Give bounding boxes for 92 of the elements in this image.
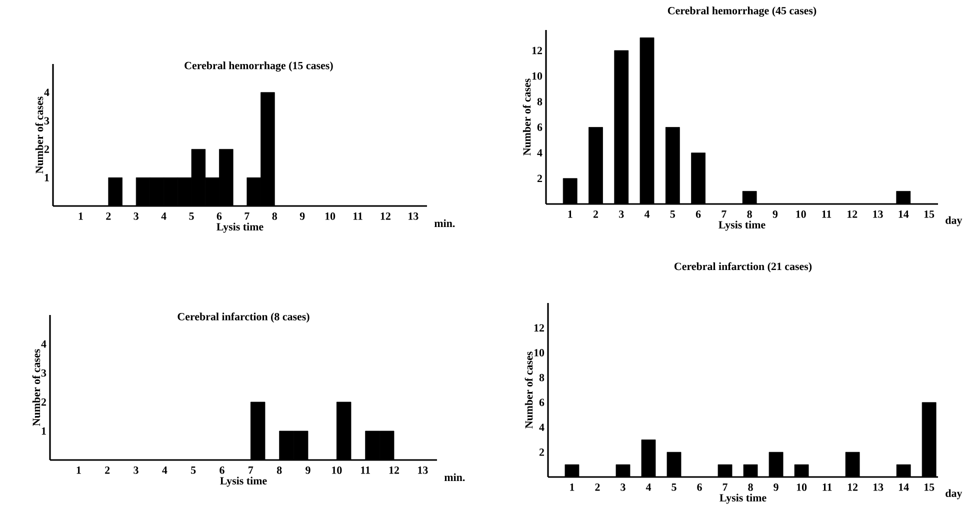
x-tick-label: 13 [408,212,418,220]
y-tick-label: 1 [42,427,46,435]
x-tick-label: 2 [106,212,111,220]
x-tick-label: 9 [306,466,310,474]
text: min. [434,219,455,228]
x-tick-label: 1 [568,210,572,218]
x-tick-label: 15 [924,484,934,491]
x-tick-label: 12 [380,212,390,220]
x-tick-label: 5 [670,210,675,218]
y-tick-label: 8 [537,98,542,106]
x-tick-label: 1 [78,212,83,220]
y-tick-label: 10 [534,349,544,356]
y-tick-label: 4 [44,88,50,96]
chart-title: Cerebral infarction (8 cases) [178,312,310,323]
x-tick-label: 7 [722,484,728,491]
y-axis-title: Number of cases [524,352,533,428]
x-tick-label: 11 [822,484,832,491]
x-axis-title: Lysis time [220,476,267,487]
text: day [946,489,962,500]
x-tick-label: 2 [595,484,600,491]
y-tick-label: 1 [44,174,49,182]
x-tick-label: 2 [593,210,598,218]
y-tick-label: 2 [539,448,544,456]
x-tick-label: 13 [873,210,883,218]
x-tick-label: 4 [644,210,650,218]
x-tick-label: 4 [161,212,166,220]
x-tick-label: 6 [696,210,701,218]
chart-title: Cerebral hemorrhage (15 cases) [184,62,333,72]
x-tick-label: 6 [216,212,222,220]
x-tick-label: 7 [248,466,254,474]
y-tick-label: 3 [41,369,46,377]
x-axis-title: Lysis time [216,222,264,233]
x-tick-label: 6 [697,484,702,491]
y-tick-label: 4 [537,149,542,156]
x-tick-label: 14 [898,210,909,218]
x-tick-label: 13 [873,484,884,491]
x-tick-label: 14 [898,484,909,491]
x-tick-label: 10 [325,212,336,220]
chart-title: Cerebral hemorrhage (45 cases) [668,6,816,17]
x-tick-label: 3 [134,212,138,220]
x-tick-label: 6 [220,466,224,474]
x-tick-label: 12 [848,484,858,491]
x-tick-label: 9 [774,484,778,491]
x-tick-label: 3 [619,210,624,218]
x-tick-label: 11 [822,210,832,218]
x-axis-title: Lysis time [718,220,766,231]
x-tick-label: 8 [276,466,282,474]
chart-title: Cerebral infarction (21 cases) [674,262,812,272]
x-tick-label: 10 [796,484,807,491]
x-tick-label: 10 [332,466,342,474]
x-tick-label: 12 [389,466,400,474]
x-tick-label: 4 [646,484,652,491]
y-axis-title: Number of cases [522,78,531,156]
y-axis-title: Number of cases [35,96,44,174]
y-tick-label: 4 [539,424,544,431]
y-tick-label: 2 [41,398,46,406]
x-tick-label: 3 [134,466,138,474]
x-tick-label: 8 [748,484,753,491]
x-tick-label: 5 [189,212,194,220]
y-tick-label: 2 [44,146,49,153]
text: day [946,216,962,226]
x-tick-label: 7 [244,212,250,220]
x-tick-label: 11 [361,466,370,474]
y-tick-label: 4 [41,340,46,348]
y-tick-label: 6 [539,398,544,406]
x-tick-label: 9 [300,212,305,220]
x-tick-label: 5 [672,484,676,491]
x-tick-label: 2 [105,466,110,474]
x-tick-label: 1 [76,466,81,474]
y-tick-label: 6 [537,124,542,131]
y-tick-label: 10 [532,72,542,80]
x-tick-label: 3 [620,484,626,491]
x-tick-label: 7 [722,210,726,218]
y-tick-label: 12 [534,324,544,332]
y-axis-title: Number of cases [32,349,40,426]
x-tick-label: 12 [848,210,858,218]
x-axis-title: Lysis time [720,494,766,504]
y-tick-label: 8 [539,374,544,382]
x-tick-label: 4 [162,466,168,474]
y-tick-label: 2 [537,174,542,182]
x-tick-label: 15 [924,210,934,218]
y-tick-label: 12 [532,46,542,54]
x-tick-label: 11 [353,212,362,220]
x-tick-label: 10 [796,210,806,218]
x-tick-label: 9 [772,210,778,218]
text: min. [444,473,465,482]
x-tick-label: 13 [418,466,428,474]
x-tick-label: 1 [570,484,574,491]
y-tick-label: 3 [44,117,50,124]
x-tick-label: 5 [191,466,196,474]
x-tick-label: 8 [747,210,752,218]
x-tick-label: 8 [272,212,277,220]
